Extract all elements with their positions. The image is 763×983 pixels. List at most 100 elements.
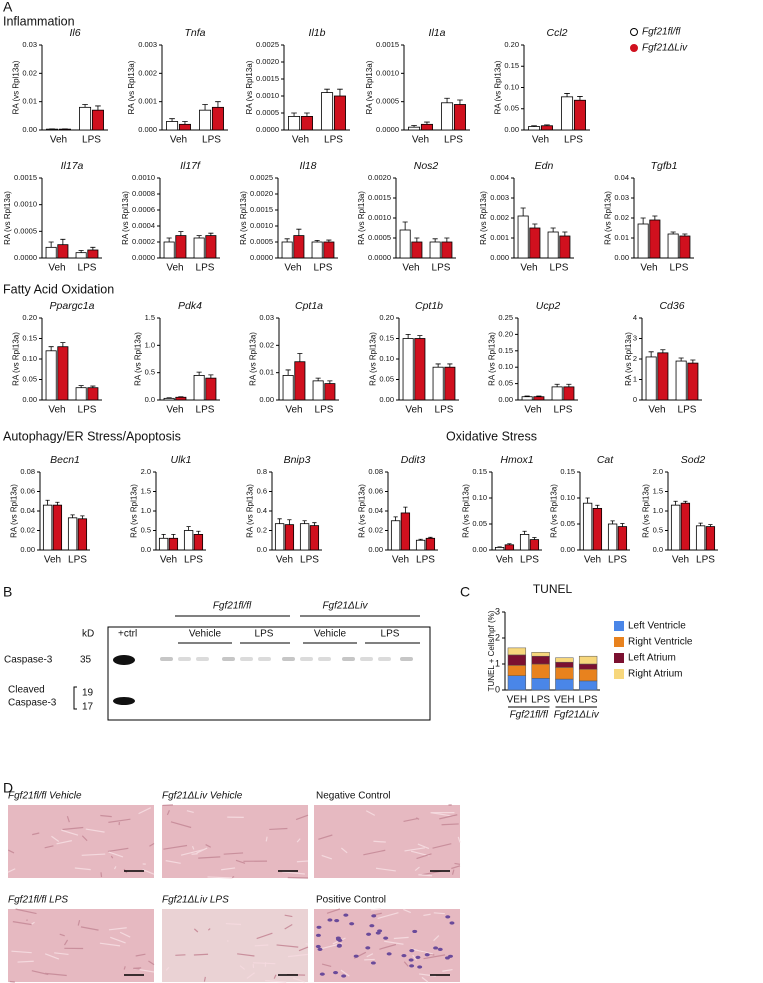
error-bar (577, 96, 583, 101)
chart-title: Ucp2 (536, 300, 561, 312)
fiber (269, 827, 288, 831)
fiber (61, 829, 79, 836)
y-tick-label: 0.0015 (368, 193, 391, 202)
blot-label: 17 (82, 702, 94, 713)
y-axis-label: RA (vs Rpl13a) (357, 191, 366, 245)
x-tick-label: LPS (435, 405, 454, 416)
nucleus (386, 952, 392, 956)
fiber (423, 954, 446, 960)
chart-title: Bnip3 (284, 454, 311, 466)
fiber (265, 836, 268, 842)
bar (680, 502, 691, 551)
nucleus (408, 958, 414, 962)
fiber (148, 960, 155, 966)
chart-title: Il17a (61, 160, 84, 172)
y-tick-label: 0.000 (138, 125, 157, 134)
error-bar (78, 250, 84, 253)
bar (432, 366, 444, 401)
x-tick-label: LPS (696, 555, 715, 566)
blot-frame (107, 626, 431, 721)
error-bar (403, 506, 408, 513)
y-axis-label: RA (vs Rpl13a) (246, 484, 255, 538)
y-tick-label: 2 (495, 632, 500, 642)
x-tick-label: LPS (531, 695, 550, 706)
x-tick-label: LPS (324, 135, 343, 146)
bar (533, 396, 545, 401)
fiber (108, 818, 131, 823)
fiber (321, 854, 333, 860)
band (258, 657, 271, 661)
x-tick-label: Veh (584, 555, 601, 566)
x-tick-label: LPS (315, 405, 334, 416)
y-tick-label: 0.0005 (376, 97, 399, 106)
error-bar (284, 238, 290, 242)
nucleus (412, 929, 418, 934)
fiber (193, 928, 199, 933)
image-caption: Fgf21ΔLiv Vehicle (162, 791, 243, 802)
error-bar (393, 516, 398, 521)
error-bar (215, 101, 221, 108)
x-tick-label: VEH (507, 695, 528, 706)
bar (528, 126, 541, 131)
fiber (193, 953, 209, 956)
fiber (404, 847, 425, 852)
y-tick-label: 0.03 (259, 313, 274, 322)
y-tick-label: 3 (495, 606, 500, 616)
y-tick-label: 0.004 (490, 173, 509, 182)
bar (168, 537, 179, 551)
bar (705, 526, 716, 551)
x-tick-label: Veh (276, 555, 293, 566)
blot-label: Cleaved (8, 685, 45, 696)
fiber (221, 867, 236, 871)
nucleus (445, 915, 451, 919)
band (222, 657, 235, 661)
fiber (276, 944, 299, 948)
y-tick-label: 0.15 (379, 333, 394, 342)
bar (299, 523, 310, 551)
x-tick-label: Veh (166, 263, 183, 274)
panel-label: C (460, 584, 470, 600)
y-tick-label: 0.04 (368, 506, 383, 515)
error-bar (60, 342, 66, 347)
fiber (282, 871, 305, 875)
error-bar (302, 520, 307, 524)
section-title: Oxidative Stress (446, 429, 537, 443)
y-tick-label: 0.00 (368, 545, 383, 554)
group-label: Fgf21fl/fl (510, 710, 549, 721)
x-tick-label: Veh (166, 405, 183, 416)
y-tick-label: 0.0000 (368, 253, 391, 262)
error-bar (670, 231, 676, 234)
bar (453, 104, 466, 131)
fiber (433, 935, 440, 942)
bar (657, 352, 669, 401)
bar (687, 362, 699, 401)
nucleus (315, 944, 321, 949)
bar (45, 350, 57, 401)
y-tick-label: 0.15 (22, 333, 37, 342)
band (342, 657, 355, 661)
error-bar (314, 240, 320, 242)
bar (67, 517, 78, 551)
fiber (340, 969, 350, 977)
blot-label: Vehicle (189, 629, 222, 640)
fiber (198, 856, 221, 859)
y-tick-label: 0.001 (490, 233, 509, 242)
error-bar (652, 215, 658, 220)
y-axis-label: RA (vs Rpl13a) (130, 484, 139, 538)
error-bar (291, 112, 297, 117)
y-tick-label: 0.003 (490, 193, 509, 202)
bar (205, 235, 217, 259)
fiber (11, 950, 32, 954)
x-tick-label: LPS (432, 263, 451, 274)
bar (649, 219, 661, 259)
fiber (186, 810, 194, 814)
bar (390, 520, 401, 551)
x-tick-label: LPS (78, 263, 97, 274)
bar (494, 547, 505, 551)
error-bar (417, 335, 423, 339)
fiber (417, 843, 430, 850)
chart-title: Hmox1 (500, 454, 533, 466)
chart-title: Nos2 (414, 160, 439, 172)
bar (211, 106, 224, 131)
section-title: Autophagy/ER Stress/Apoptosis (3, 429, 181, 443)
